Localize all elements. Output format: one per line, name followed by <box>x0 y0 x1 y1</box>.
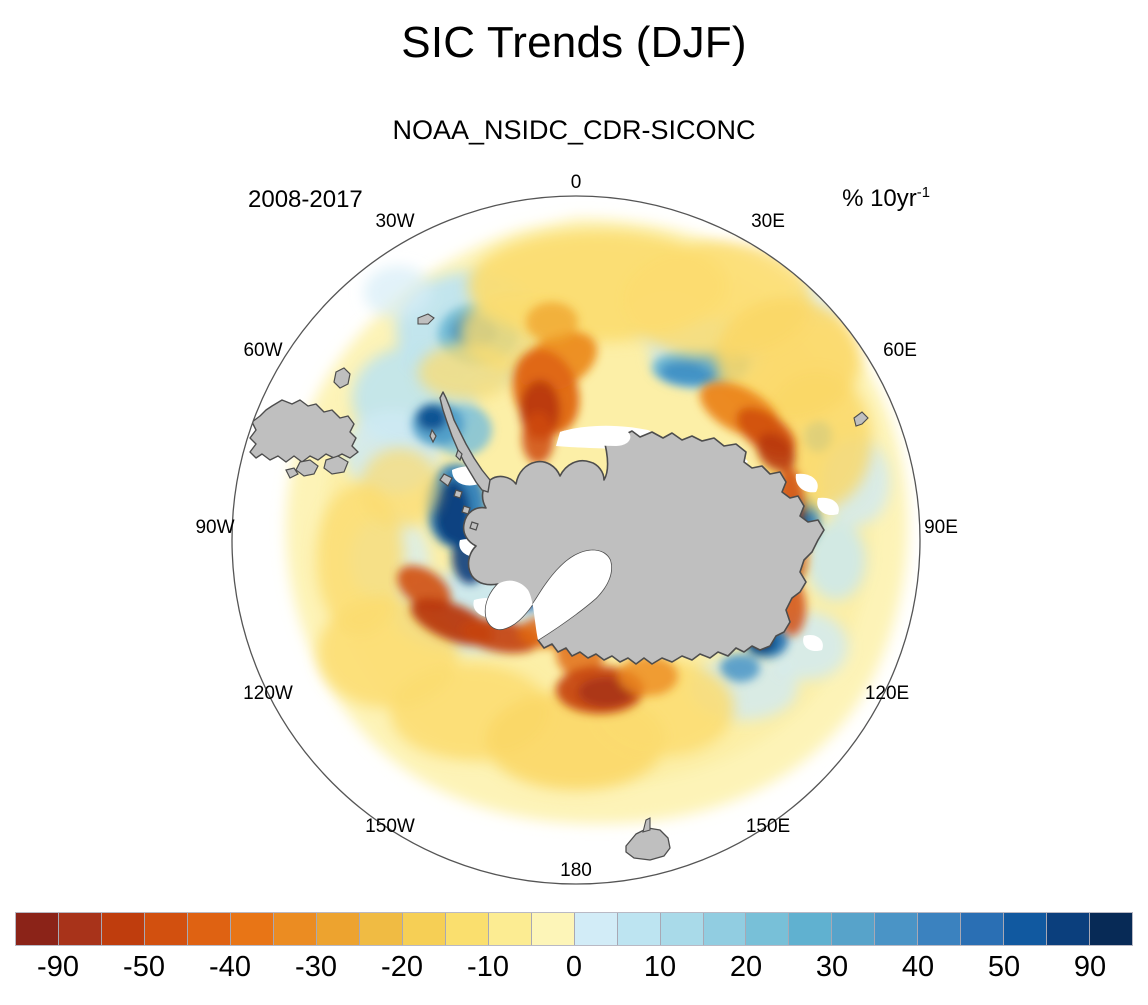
lon-label-30w: 30W <box>375 211 415 232</box>
colorbar-cell-15 <box>660 913 704 945</box>
colorbar-cell-5 <box>230 913 274 945</box>
lon-label-60w: 60W <box>243 340 283 361</box>
colorbar-tick-labels: -90 -50 -40 -30 -20 -10 0 10 20 30 40 50 90 <box>0 947 1148 991</box>
colorbar-cell-9 <box>402 913 446 945</box>
colorbar-tick--40: -40 <box>209 951 251 983</box>
lon-label-150e: 150E <box>745 816 791 837</box>
colorbar-cell-7 <box>316 913 360 945</box>
lon-label-120w: 120W <box>243 683 293 704</box>
units-exponent: -1 <box>916 185 930 201</box>
antarctic-peninsula <box>439 391 491 493</box>
lon-label-150w: 150W <box>365 816 415 837</box>
weddell-ice-shelf <box>560 427 631 446</box>
colorbar-tick--30: -30 <box>295 951 337 983</box>
new-zealand-north-tip <box>642 817 651 833</box>
lon-label-120e: 120E <box>864 683 910 704</box>
colorbar-cell-20 <box>875 913 919 945</box>
dataset-subtitle: NOAA_NSIDC_CDR-SICONC <box>392 115 756 145</box>
lon-label-90e: 90E <box>924 517 958 538</box>
colorbar-tick-40: 40 <box>901 951 935 983</box>
colorbar-cell-8 <box>359 913 403 945</box>
ross-ice-shelf <box>485 550 612 640</box>
colorbar-cell-25 <box>1090 913 1133 945</box>
colorbar-tick-90: 90 <box>1073 951 1107 983</box>
period-annotation: 2008-2017 <box>248 186 363 213</box>
lon-label-60e: 60E <box>883 340 917 361</box>
tierra-del-fuego <box>285 455 349 479</box>
colorbar <box>15 912 1133 946</box>
colorbar-cell-22 <box>961 913 1005 945</box>
units-text: % 10yr <box>842 185 917 212</box>
page-title: SIC Trends (DJF) <box>401 18 747 67</box>
colorbar-cell-2 <box>101 913 145 945</box>
sic-trend-field <box>286 218 908 824</box>
south-america-landmass <box>249 399 359 463</box>
colorbar-cell-16 <box>703 913 747 945</box>
lon-label-90w: 90W <box>195 517 235 538</box>
peninsula-islands <box>429 428 479 531</box>
map-boundary-circle <box>231 195 921 885</box>
lon-label-180: 180 <box>560 860 592 881</box>
trend-band-orange <box>316 230 872 790</box>
colorbar-cell-23 <box>1004 913 1048 945</box>
colorbar-cell-13 <box>574 913 618 945</box>
colorbar-cell-3 <box>144 913 188 945</box>
colorbar-tick--90: -90 <box>37 951 79 983</box>
colorbar-cell-6 <box>273 913 317 945</box>
colorbar-tick-20: 20 <box>729 951 763 983</box>
colorbar-tick-50: 50 <box>987 951 1021 983</box>
south-georgia-island <box>417 313 435 325</box>
lon-label-0: 0 <box>570 172 582 193</box>
colorbar-tick-0: 0 <box>565 951 583 983</box>
falkland-islands <box>333 367 351 389</box>
colorbar-cell-12 <box>531 913 575 945</box>
colorbar-cell-19 <box>832 913 876 945</box>
colorbar-cell-18 <box>789 913 833 945</box>
colorbar-cells <box>15 912 1133 946</box>
colorbar-cell-10 <box>445 913 489 945</box>
colorbar-cell-1 <box>58 913 102 945</box>
units-annotation: % 10yr-1 <box>842 185 930 213</box>
colorbar-cell-17 <box>746 913 790 945</box>
colorbar-tick--50: -50 <box>123 951 165 983</box>
colorbar-cell-14 <box>617 913 661 945</box>
colorbar-tick-10: 10 <box>643 951 677 983</box>
colorbar-cell-21 <box>918 913 962 945</box>
colorbar-cell-4 <box>187 913 231 945</box>
colorbar-cell-11 <box>488 913 532 945</box>
colorbar-tick--20: -20 <box>381 951 423 983</box>
land-layer <box>249 313 869 861</box>
colorbar-tick--10: -10 <box>467 951 509 983</box>
lon-label-30e: 30E <box>751 211 785 232</box>
polar-map-panel: 0 30W 60W 90W 120W 150W 180 150E 120E 90… <box>195 172 958 885</box>
colorbar-cell-24 <box>1047 913 1091 945</box>
kerguelen-island <box>853 411 869 427</box>
colorbar-cell-0 <box>16 913 59 945</box>
colorbar-tick-30: 30 <box>815 951 849 983</box>
polar-stereographic-map <box>231 195 921 885</box>
